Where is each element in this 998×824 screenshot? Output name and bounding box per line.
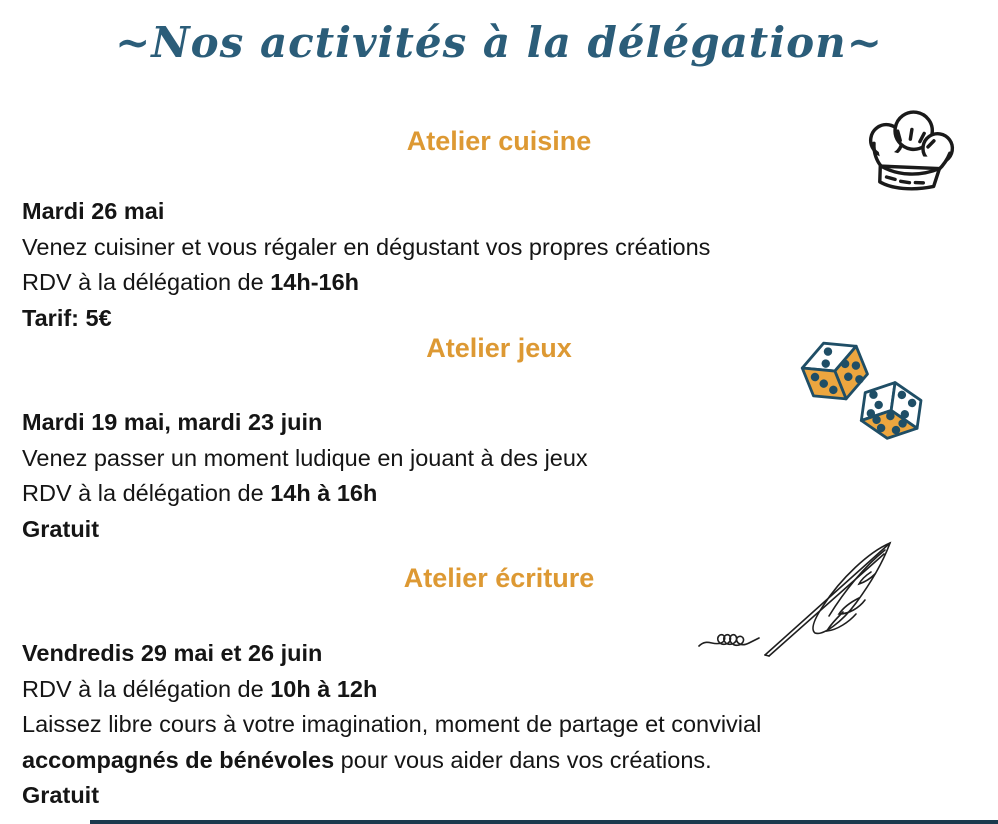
text-line: Gratuit	[22, 515, 100, 542]
text-line: Mardi 26 mai	[22, 198, 165, 224]
chef-hat-icon	[868, 110, 955, 191]
text-line: RDV à la délégation de 14h-16h	[22, 269, 360, 295]
text-line: Gratuit	[22, 782, 100, 808]
section-text-cuisine: Mardi 26 mai Venez cuisiner et vous régal…	[22, 194, 998, 336]
text-line: Venez passer un moment ludique en jouant…	[22, 444, 588, 471]
section-text-jeux: Mardi 19 mai, mardi 23 juin Venez passer …	[22, 405, 998, 547]
section-heading-jeux: Atelier jeux	[426, 333, 572, 363]
text-line: Mardi 19 mai, mardi 23 juin	[22, 409, 323, 435]
text-line: Venez cuisiner et vous régaler en dégust…	[22, 233, 711, 260]
section-heading-ecriture: Atelier écriture	[403, 563, 595, 593]
text-line: accompagnés de bénévoles pour vous aider…	[22, 746, 712, 773]
text-line: Tarif: 5€	[22, 304, 112, 331]
dice-icon	[800, 341, 923, 440]
quill-icon	[698, 541, 892, 657]
text-line: RDV à la délégation de 10h à 12h	[22, 675, 378, 702]
page-title: ~Nos activités à la délégation~	[115, 18, 883, 67]
text-line: Vendredis 29 mai et 26 juin	[22, 640, 323, 666]
text-line: Laissez libre cours à votre imagination,…	[22, 711, 762, 737]
section-heading-cuisine: Atelier cuisine	[406, 126, 592, 156]
section-text-ecriture: Vendredis 29 mai et 26 juin RDV à la délé…	[22, 636, 998, 814]
bottom-strip	[90, 820, 998, 824]
text-line: RDV à la délégation de 14h à 16h	[22, 480, 378, 506]
